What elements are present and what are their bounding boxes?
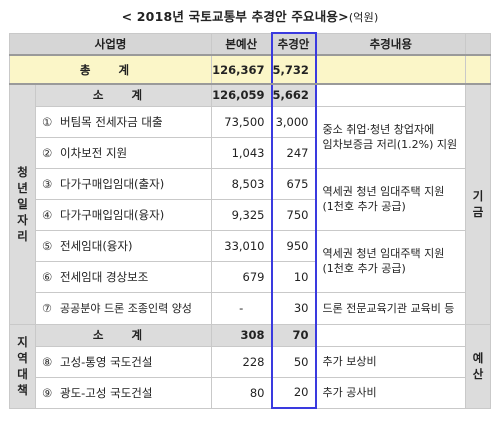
total-side xyxy=(465,54,491,85)
region-subtotal-budget: 308 xyxy=(211,323,272,347)
item-content: 드론 전문교육기관 교육비 등 xyxy=(315,291,466,325)
item-name: ⑨ 광도-고성 국도건설 xyxy=(35,376,212,409)
total-content xyxy=(315,54,466,85)
item-name: ⑤ 전세임대(융자) xyxy=(35,229,212,262)
table-row: ③ 다가구매입임대(출자) 8,503 675 역세권 청년 임대주택 지원 (1… xyxy=(10,167,491,231)
item-supplement: 750 xyxy=(270,198,317,231)
table-row: ⑤ 전세임대(융자) 33,010 950 역세권 청년 임대주택 지원 (1천호… xyxy=(10,229,491,293)
item-budget: 80 xyxy=(211,376,272,409)
table-row: ⑦ 공공분야 드론 조종인력 양성 - 30 드론 전문교육기관 교육비 등 xyxy=(10,291,491,325)
item-name: ③ 다가구매입임대(출자) xyxy=(35,167,212,200)
budget-table: 사업명 본예산 추경안 추경내용 총 계 126,367 5,732 청 년 일… xyxy=(9,32,491,409)
item-supplement: 950 xyxy=(270,229,317,262)
youth-group-label: 청 년 일 자 리 xyxy=(9,83,36,325)
table-row: ④ 다가구매입임대(융자) 9,325 750 xyxy=(10,198,491,231)
item-content: 추가 보상비 xyxy=(315,345,466,378)
region-subtotal-row: 지 역 대 책 소 계 308 70 예 산 xyxy=(9,323,491,409)
youth-subtotal-budget: 126,059 xyxy=(211,83,272,107)
region-subtotal-label: 소 계 xyxy=(35,323,212,347)
youth-subtotal-label: 소 계 xyxy=(35,83,212,107)
table-row: ① 버팀목 전세자금 대출 73,500 3,000 중소 취업·청년 창업자에 … xyxy=(10,105,491,169)
youth-subtotal-supplement: 5,662 xyxy=(270,83,317,107)
item-budget: 73,500 xyxy=(211,105,272,138)
total-row: 총 계 126,367 5,732 xyxy=(9,54,491,85)
header-row: 사업명 본예산 추경안 추경내용 xyxy=(9,32,491,56)
item-name: ② 이차보전 지원 xyxy=(35,136,212,169)
table-row: ⑥ 전세임대 경상보조 679 10 xyxy=(10,260,491,293)
item-budget: 679 xyxy=(211,260,272,293)
header-name: 사업명 xyxy=(9,32,212,56)
item-content: 추가 공사비 xyxy=(315,376,466,409)
header-content: 추경내용 xyxy=(315,32,466,56)
header-side xyxy=(465,32,491,56)
item-budget: - xyxy=(211,291,272,325)
item-name: ④ 다가구매입임대(융자) xyxy=(35,198,212,231)
item-name: ⑥ 전세임대 경상보조 xyxy=(35,260,212,293)
budget-label: 예 산 xyxy=(465,323,491,409)
item-budget: 9,325 xyxy=(211,198,272,231)
item-budget: 33,010 xyxy=(211,229,272,262)
item-budget: 1,043 xyxy=(211,136,272,169)
total-label: 총 계 xyxy=(9,54,212,85)
header-budget: 본예산 xyxy=(211,32,272,56)
item-content: 역세권 청년 임대주택 지원 (1천호 추가 공급) xyxy=(315,229,466,293)
total-supplement: 5,732 xyxy=(270,54,317,85)
youth-subtotal-row: 청 년 일 자 리 소 계 126,059 5,662 기 금 xyxy=(9,83,491,325)
item-supplement: 10 xyxy=(270,260,317,293)
header-supplement: 추경안 xyxy=(270,32,317,56)
item-supplement: 50 xyxy=(270,345,317,378)
item-content: 중소 취업·청년 창업자에 임차보증금 저리(1.2%) 지원 xyxy=(315,105,466,169)
fund-label: 기 금 xyxy=(465,83,491,325)
item-budget: 228 xyxy=(211,345,272,378)
table-row: ⑧ 고성-통영 국도건설 228 50 추가 보상비 xyxy=(10,345,491,378)
region-subtotal-content xyxy=(315,323,466,347)
item-name: ① 버팀목 전세자금 대출 xyxy=(35,105,212,138)
region-subtotal-supplement: 70 xyxy=(270,323,317,347)
youth-subtotal-content xyxy=(315,83,466,107)
total-budget: 126,367 xyxy=(211,54,272,85)
item-supplement: 675 xyxy=(270,167,317,200)
item-supplement: 20 xyxy=(270,376,317,409)
item-name: ⑧ 고성-통영 국도건설 xyxy=(35,345,212,378)
document-title: < 2018년 국토교통부 추경안 주요내용>(억원) xyxy=(0,6,500,25)
region-group-label: 지 역 대 책 xyxy=(9,323,36,409)
title-unit: (억원) xyxy=(348,11,379,24)
table-row: ⑨ 광도-고성 국도건설 80 20 추가 공사비 xyxy=(10,376,491,409)
table-row: ② 이차보전 지원 1,043 247 xyxy=(10,136,491,169)
item-supplement: 30 xyxy=(270,291,317,325)
item-content: 역세권 청년 임대주택 지원 (1천호 추가 공급) xyxy=(315,167,466,231)
item-budget: 8,503 xyxy=(211,167,272,200)
title-text: < 2018년 국토교통부 추경안 주요내용> xyxy=(121,9,349,24)
item-supplement: 3,000 xyxy=(270,105,317,138)
item-supplement: 247 xyxy=(270,136,317,169)
item-name: ⑦ 공공분야 드론 조종인력 양성 xyxy=(35,291,212,325)
